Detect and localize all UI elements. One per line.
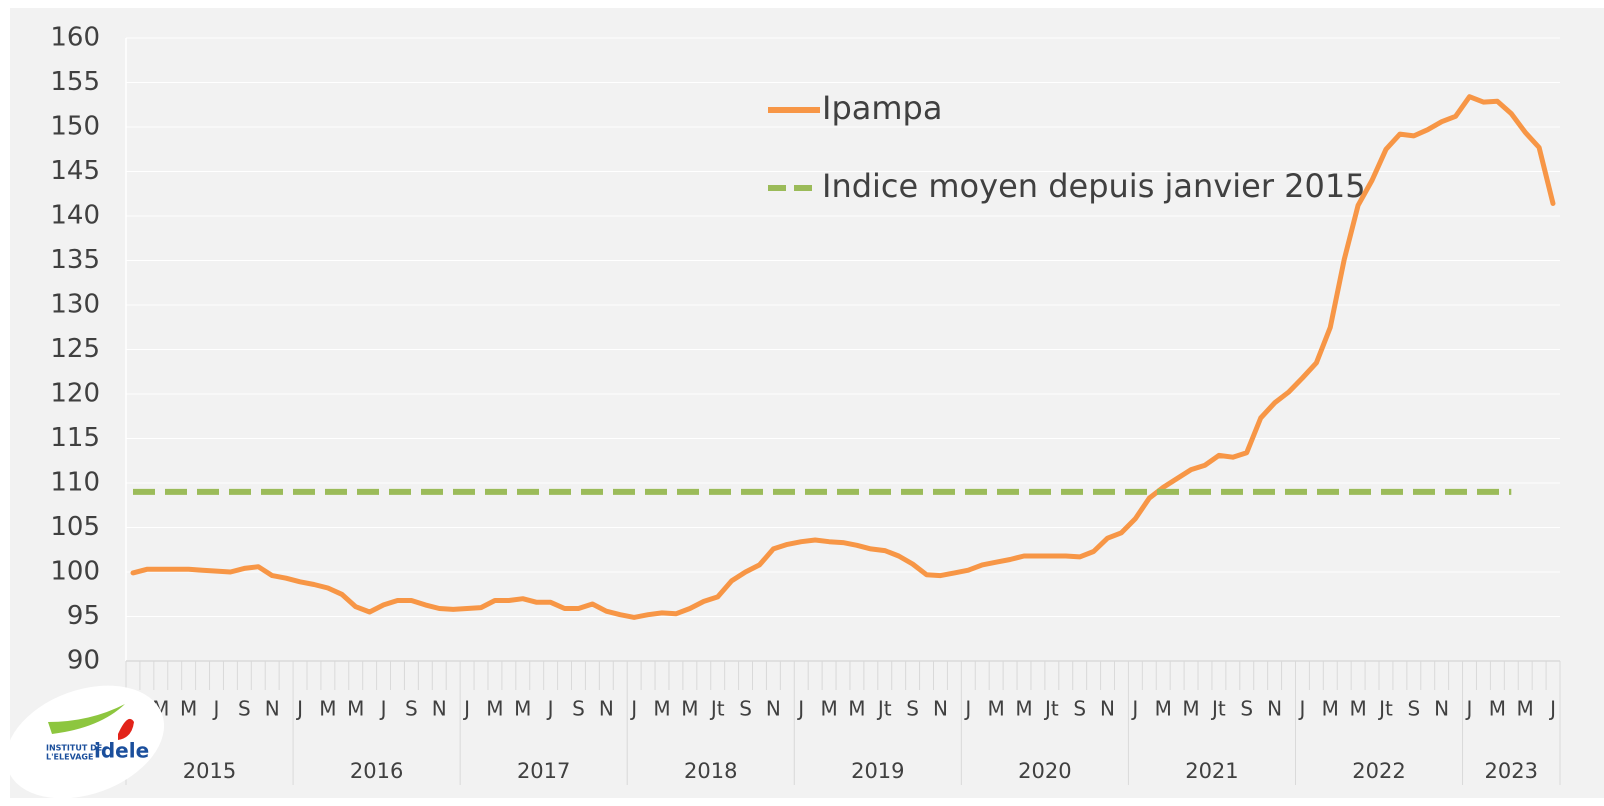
year-label: 2015 [183, 759, 236, 783]
y-tick-label: 130 [50, 290, 100, 320]
y-tick-label: 100 [50, 557, 100, 587]
x-tick-label: Jt [709, 697, 725, 721]
x-tick-label: Jt [1377, 697, 1393, 721]
x-tick-label: N [1434, 697, 1449, 721]
x-tick-label: N [933, 697, 948, 721]
logo-mark [118, 718, 134, 740]
y-tick-label: 135 [50, 245, 100, 275]
x-tick-label: J [1297, 697, 1305, 721]
x-tick-label: N [265, 697, 280, 721]
year-label: 2023 [1485, 759, 1538, 783]
x-tick-label: M [820, 697, 837, 721]
x-tick-label: S [1240, 697, 1253, 721]
year-label: 2021 [1185, 759, 1238, 783]
x-tick-label: J [212, 697, 220, 721]
x-tick-label: N [599, 697, 614, 721]
x-tick-label: M [1517, 697, 1534, 721]
x-tick-label: M [681, 697, 698, 721]
x-tick-label: J [1465, 697, 1473, 721]
logo: INSTITUT DE L'ELEVAGE idele [5, 685, 165, 799]
x-tick-label: M [1155, 697, 1172, 721]
x-tick-label: S [1407, 697, 1420, 721]
x-tick-label: M [486, 697, 503, 721]
x-tick-label: J [1130, 697, 1138, 721]
x-tick-label: N [766, 697, 781, 721]
x-tick-label: N [432, 697, 447, 721]
y-tick-label: 140 [50, 201, 100, 231]
x-tick-label: M [1015, 697, 1032, 721]
logo-brand: idele [94, 739, 149, 763]
y-tick-label: 155 [50, 67, 100, 97]
x-tick-label: M [180, 697, 197, 721]
x-tick-label: J [379, 697, 387, 721]
year-label: 2022 [1352, 759, 1405, 783]
y-tick-label: 150 [50, 112, 100, 142]
y-tick-label: 110 [50, 468, 100, 498]
x-tick-label: J [796, 697, 804, 721]
y-tick-label: 90 [67, 646, 100, 676]
x-tick-label: M [1182, 697, 1199, 721]
y-tick-label: 105 [50, 512, 100, 542]
y-tick-label: 125 [50, 334, 100, 364]
logo-swoosh [48, 704, 125, 734]
x-tick-label: M [319, 697, 336, 721]
x-tick-label: Jt [1043, 697, 1059, 721]
x-tick-label: M [347, 697, 364, 721]
x-tick-label: S [238, 697, 251, 721]
x-tick-label: J [462, 697, 470, 721]
x-tick-label: Jt [1210, 697, 1226, 721]
x-tick-label: M [1489, 697, 1506, 721]
logo-text: INSTITUT DE [46, 744, 102, 753]
x-tick-label: S [572, 697, 585, 721]
y-tick-label: 95 [67, 601, 100, 631]
x-tick-label: M [1349, 697, 1366, 721]
year-label: 2020 [1018, 759, 1071, 783]
x-tick-label: J [295, 697, 303, 721]
year-label: 2017 [517, 759, 570, 783]
y-tick-label: 120 [50, 379, 100, 409]
legend-label: Indice moyen depuis janvier 2015 [822, 167, 1366, 205]
x-tick-label: J [1548, 697, 1556, 721]
x-tick-label: S [405, 697, 418, 721]
y-tick-label: 115 [50, 423, 100, 453]
x-tick-label: M [1322, 697, 1339, 721]
x-tick-label: N [1267, 697, 1282, 721]
y-tick-label: 145 [50, 156, 100, 186]
x-tick-label: M [653, 697, 670, 721]
y-tick-label: 160 [50, 23, 100, 53]
x-tick-label: S [906, 697, 919, 721]
x-tick-label: J [546, 697, 554, 721]
year-label: 2019 [851, 759, 904, 783]
x-tick-label: M [848, 697, 865, 721]
logo-text: L'ELEVAGE [46, 753, 93, 762]
logo-background [5, 685, 165, 799]
chart-background [10, 8, 1604, 798]
x-tick-label: J [629, 697, 637, 721]
x-tick-label: S [739, 697, 752, 721]
x-tick-label: M [514, 697, 531, 721]
x-tick-label: Jt [876, 697, 892, 721]
year-label: 2018 [684, 759, 737, 783]
year-label: 2016 [350, 759, 403, 783]
x-tick-label: J [963, 697, 971, 721]
x-tick-label: M [988, 697, 1005, 721]
legend-label: Ipampa [822, 89, 942, 127]
series-line [130, 94, 1556, 620]
x-tick-label: S [1073, 697, 1086, 721]
x-tick-label: N [1100, 697, 1115, 721]
